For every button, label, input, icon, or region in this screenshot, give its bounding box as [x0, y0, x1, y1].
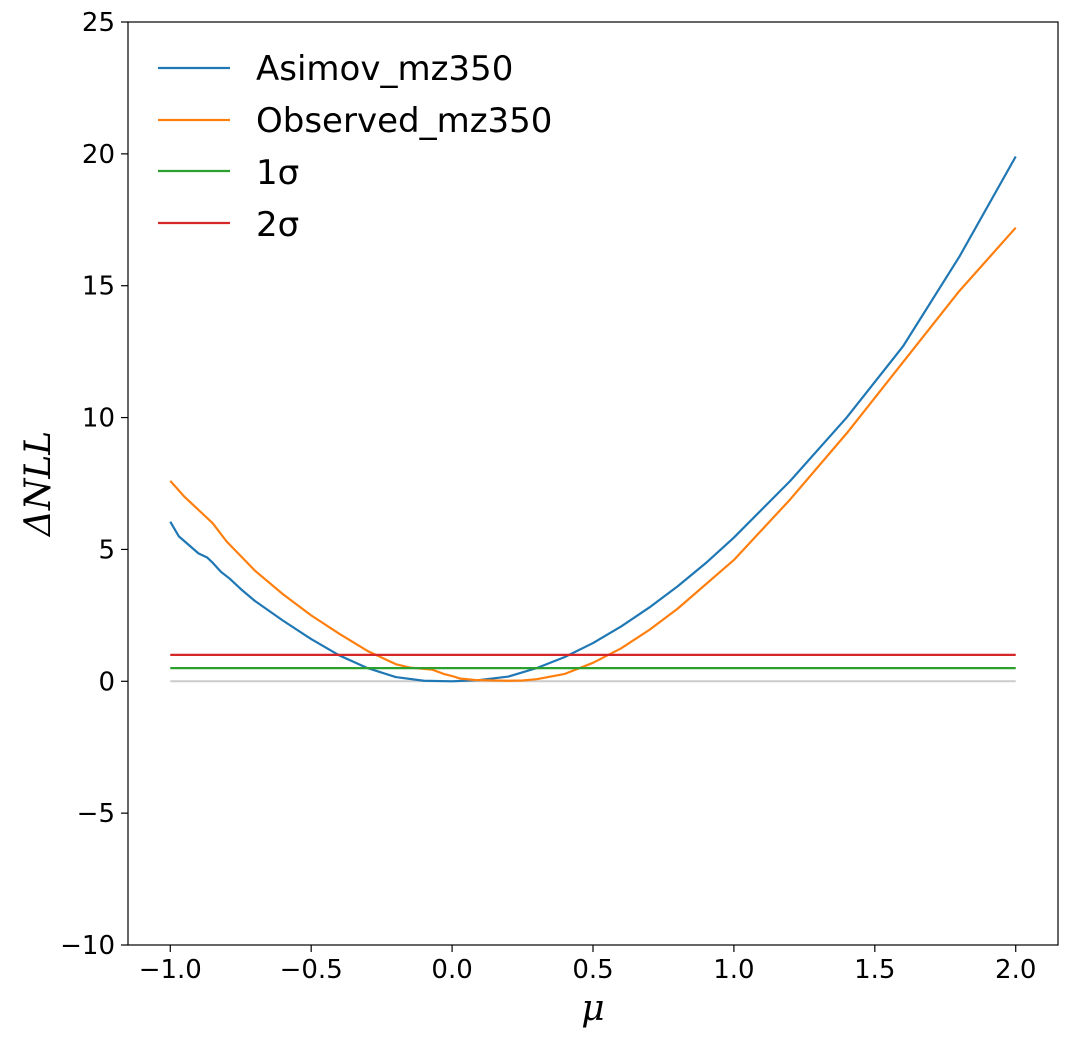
y-tick-label: 20 — [82, 140, 115, 170]
x-tick-label: 1.5 — [854, 955, 895, 985]
y-tick-label: 10 — [82, 404, 115, 434]
x-axis: −1.0 −0.5 0.0 0.5 1.0 1.5 2.0 — [139, 945, 1036, 985]
y-tick-label: −10 — [60, 931, 115, 961]
y-axis-label: ΔNLL — [18, 431, 59, 538]
x-tick-label: 0.0 — [431, 955, 472, 985]
y-tick-label: 5 — [98, 535, 115, 565]
legend-label-observed: Observed_mz350 — [256, 101, 552, 141]
series-line-observed — [169, 226, 1017, 682]
x-tick-label: −1.0 — [139, 955, 202, 985]
y-axis: −10 −5 0 5 10 15 20 25 — [60, 8, 128, 961]
legend-label-2sigma: 2σ — [256, 205, 299, 245]
x-axis-label: μ — [581, 988, 604, 1029]
y-tick-label: −5 — [77, 799, 115, 829]
y-tick-label: 15 — [82, 272, 115, 302]
legend: Asimov_mz350 Observed_mz350 1σ 2σ — [158, 49, 552, 245]
x-tick-label: 0.5 — [572, 955, 613, 985]
y-tick-label: 25 — [82, 8, 115, 38]
series-layer — [169, 155, 1017, 683]
x-tick-label: 1.0 — [713, 955, 754, 985]
x-tick-label: 2.0 — [995, 955, 1036, 985]
y-tick-label: 0 — [98, 667, 115, 697]
legend-label-1sigma: 1σ — [256, 153, 299, 193]
series-line-asimov — [169, 155, 1017, 683]
legend-label-asimov: Asimov_mz350 — [256, 49, 513, 89]
x-tick-label: −0.5 — [280, 955, 343, 985]
